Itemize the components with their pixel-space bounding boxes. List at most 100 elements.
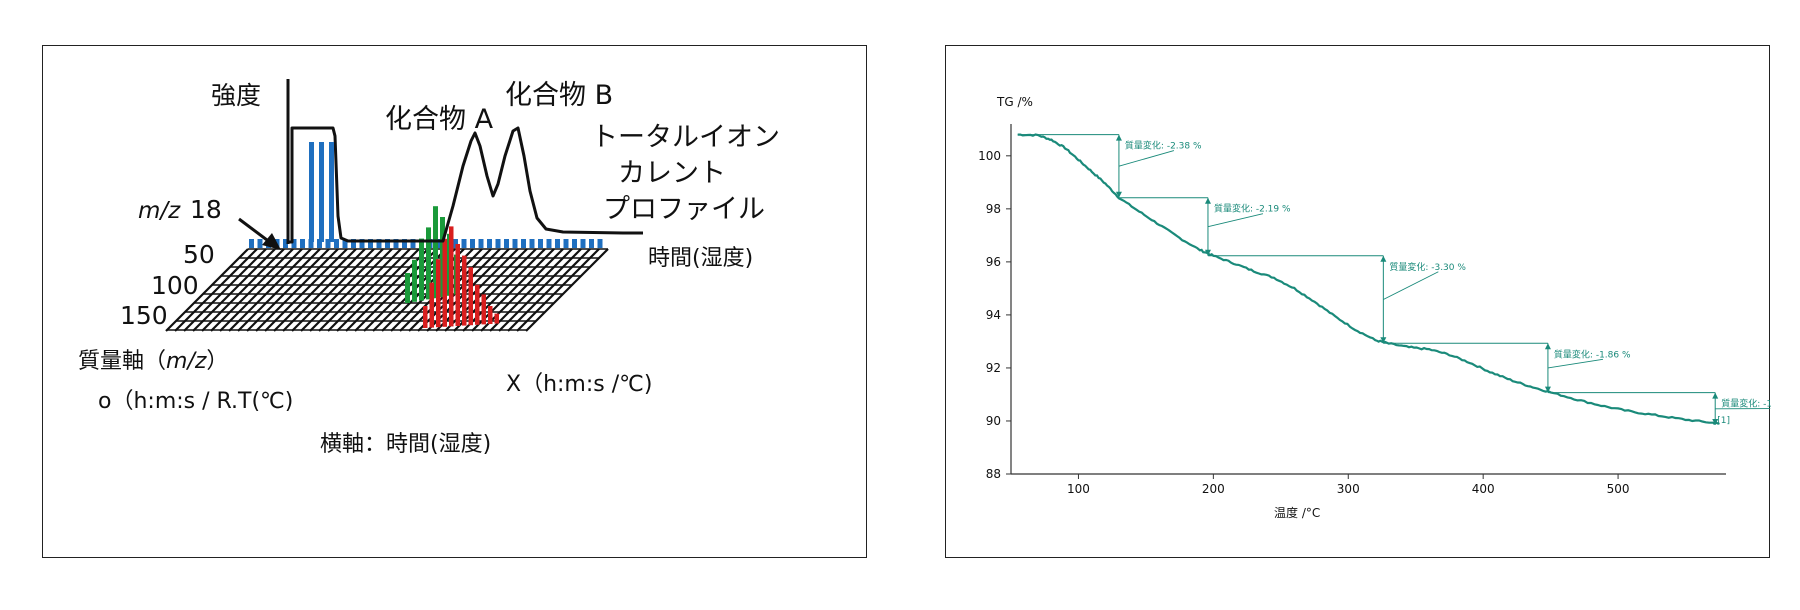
total-ion-current-profile	[288, 126, 643, 244]
water-peak-bars	[309, 142, 334, 242]
baseline-bar	[597, 239, 603, 248]
baseline-bar	[317, 239, 322, 248]
horizontal-axis-label: 横軸：時間(湿度)	[320, 432, 491, 457]
grid-hatch-line	[453, 248, 537, 332]
baseline-bar	[453, 239, 458, 248]
tic-label-line2: カレント	[618, 158, 726, 189]
compound-a-bar	[412, 259, 417, 302]
grid-hatch-line	[291, 248, 375, 332]
baseline-bar	[563, 239, 569, 248]
y-tick-label: 90	[986, 414, 1001, 428]
compound-a-bar	[426, 227, 431, 300]
mass-tick-150: 150	[120, 301, 168, 330]
baseline-bar	[529, 239, 535, 248]
origin-label: o（h:m:s / R.T(℃)	[98, 389, 293, 414]
x-tick-label: 500	[1607, 482, 1630, 496]
baseline-bar	[495, 239, 501, 248]
baseline-bar	[291, 239, 297, 248]
compound-b-bars	[423, 226, 499, 328]
grid-hatch-line	[525, 248, 609, 332]
grid-hatch-line	[300, 248, 384, 332]
annotation-arrow-down-icon	[1115, 191, 1122, 198]
annotation-leader-line	[1383, 271, 1439, 300]
compound-b-bar	[494, 313, 499, 324]
compound-a-bar	[433, 206, 438, 299]
baseline-bar	[249, 239, 254, 248]
baseline-bar	[478, 239, 484, 248]
compound-b-bar	[436, 259, 441, 328]
mass-change-annotations: 質量変化: -2.38 % 質量変化: -2.19 % 質量変化: -3.30 % 質…	[1017, 134, 1771, 426]
tg-curve-line	[1017, 133, 1720, 425]
baseline-bar	[512, 239, 518, 248]
y-axis-title: TG /%	[996, 95, 1033, 109]
baseline-bar	[308, 239, 314, 248]
compound-b-label: 化合物 B	[505, 80, 613, 111]
baseline-bar	[376, 239, 382, 248]
baseline-bar	[342, 239, 348, 248]
annotation-arrow-up-icon	[1712, 392, 1719, 399]
compound-b-bar	[455, 244, 460, 326]
grid-hatch-line	[237, 248, 321, 332]
ms-concept-diagram-panel: 強度 化合物 A 化合物 B トータルイオン カレント プロファイル m/z 1…	[42, 45, 867, 558]
baseline-bar	[504, 239, 509, 248]
grid-hatch-line	[516, 248, 600, 332]
mass-tick-50: 50	[183, 240, 215, 269]
baseline-bar	[283, 239, 288, 248]
grid-hatch-line	[228, 248, 312, 332]
mass-axis-label: 質量軸（m/z）	[78, 349, 228, 374]
grid-hatch-line	[264, 248, 348, 332]
tg-chart: 100 200 300 400 500 100 98 96 94 92 90 88 質量変化: -2.…	[978, 95, 1771, 520]
grid-hatch-line	[480, 248, 564, 332]
mz18-value-label: 18	[190, 195, 222, 224]
annotation-leader-line	[1118, 150, 1175, 167]
baseline-bar	[393, 239, 399, 248]
baseline-bar	[351, 239, 356, 248]
baseline-bar	[410, 239, 416, 248]
x-tick-label: 100	[1067, 482, 1090, 496]
tic-label-line3: プロファイル	[603, 194, 765, 225]
grid-hatch-line	[201, 248, 285, 332]
compound-a-label: 化合物 A	[385, 104, 494, 135]
grid-hatch-line	[282, 248, 366, 332]
tg-axes: 100 200 300 400 500 100 98 96 94 92 90 88	[978, 124, 1726, 496]
grid-hatch-line	[498, 248, 582, 332]
annotation-arrow-down-icon	[1544, 386, 1551, 393]
annotation-leader-line	[1547, 358, 1603, 369]
baseline-bar	[538, 239, 543, 248]
grid-hatch-line	[336, 248, 420, 332]
grid-hatch-line	[318, 248, 402, 332]
baseline-bar	[572, 239, 577, 248]
tic-label-line1: トータルイオン	[591, 122, 780, 153]
y-tick-label: 88	[986, 467, 1001, 481]
grid-hatch-line	[255, 248, 339, 332]
compound-b-bar	[488, 306, 493, 324]
grid-hatch-line	[426, 248, 510, 332]
x-time-label: X（h:m:s /℃)	[506, 372, 652, 397]
grid-hatch-line	[507, 248, 591, 332]
annotation-arrow-up-icon	[1115, 134, 1122, 141]
y-tick-label: 92	[986, 361, 1001, 375]
grid-hatch-line	[165, 248, 249, 332]
mass-tick-100: 100	[151, 271, 199, 300]
grid-hatch-line	[183, 248, 267, 332]
mass-change-label: 質量変化: -1.86 %	[1554, 348, 1631, 360]
baseline-bar	[461, 239, 467, 248]
annotation-arrow-up-icon	[1380, 255, 1387, 262]
baseline-bar	[589, 239, 594, 248]
grid-hatch-line	[246, 248, 330, 332]
compound-a-bar	[419, 238, 424, 301]
grid-hatch-line	[309, 248, 393, 332]
annotation-arrow-up-icon	[1544, 343, 1551, 350]
mass-change-label: 質量変化: -3.30 %	[1389, 261, 1466, 273]
baseline-bar	[487, 239, 492, 248]
baseline-bar	[325, 239, 331, 248]
baseline-bar	[257, 239, 263, 248]
grid-hatch-line	[327, 248, 411, 332]
baseline-bar	[580, 239, 586, 248]
ms-concept-diagram: 強度 化合物 A 化合物 B トータルイオン カレント プロファイル m/z 1…	[78, 79, 780, 457]
baseline-bar	[368, 239, 373, 248]
x-tick-label: 400	[1472, 482, 1495, 496]
baseline-bar	[470, 239, 475, 248]
compound-b-bar	[475, 284, 480, 325]
baseline-bar	[402, 239, 407, 248]
